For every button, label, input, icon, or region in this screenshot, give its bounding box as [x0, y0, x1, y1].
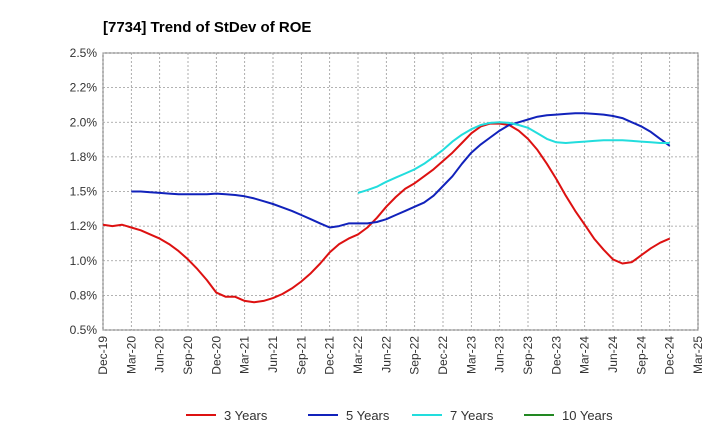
- x-tick-label: Jun-20: [153, 336, 167, 373]
- grid-lines: [102, 52, 699, 331]
- legend: 3 Years 5 Years 7 Years 10 Years: [186, 408, 613, 423]
- x-tick-label: Jun-22: [379, 336, 393, 373]
- x-tick-label: Sep-20: [181, 336, 195, 375]
- x-tick-label: Sep-21: [294, 336, 308, 375]
- x-tick-label: Dec-24: [663, 336, 677, 375]
- x-tick-label: Sep-23: [521, 336, 535, 375]
- series-line-3-years: [102, 122, 671, 304]
- series-line-5-years: [131, 112, 671, 229]
- y-tick-label: 1.5%: [70, 185, 98, 199]
- legend-label: 5 Years: [346, 408, 390, 423]
- x-tick-label: Mar-25: [691, 336, 705, 374]
- y-tick-label: 0.5%: [70, 323, 98, 337]
- legend-label: 10 Years: [562, 408, 613, 423]
- x-tick-label: Dec-20: [209, 336, 223, 375]
- x-axis: Dec-19 Mar-20 Jun-20 Sep-20 Dec-20 Mar-21 Jun-…: [96, 336, 705, 375]
- x-tick-label: Mar-21: [238, 336, 252, 374]
- x-tick-label: Dec-23: [549, 336, 563, 375]
- x-tick-label: Sep-24: [634, 336, 648, 375]
- y-axis: 0.5% 0.8% 1.0% 1.2% 1.5% 1.8% 2.0% 2.2% 2.5%: [70, 46, 98, 337]
- x-tick-label: Dec-22: [436, 336, 450, 375]
- y-tick-label: 0.8%: [70, 288, 98, 302]
- series-line-7-years: [357, 121, 670, 194]
- y-tick-label: 1.8%: [70, 150, 98, 164]
- legend-label: 7 Years: [450, 408, 494, 423]
- x-tick-label: Jun-23: [493, 336, 507, 373]
- series-lines: [102, 112, 671, 304]
- y-tick-label: 2.2%: [70, 81, 98, 95]
- x-tick-label: Mar-24: [578, 336, 592, 374]
- chart-title: [7734] Trend of StDev of ROE: [103, 19, 311, 36]
- x-tick-label: Dec-19: [96, 336, 110, 375]
- x-tick-label: Sep-22: [408, 336, 422, 375]
- legend-label: 3 Years: [224, 408, 268, 423]
- y-tick-label: 1.0%: [70, 254, 98, 268]
- y-tick-label: 2.5%: [70, 46, 98, 60]
- x-tick-label: Mar-23: [464, 336, 478, 374]
- y-tick-label: 2.0%: [70, 115, 98, 129]
- y-tick-label: 1.2%: [70, 219, 98, 233]
- x-tick-label: Mar-20: [124, 336, 138, 374]
- x-tick-label: Mar-22: [351, 336, 365, 374]
- x-tick-label: Jun-21: [266, 336, 280, 373]
- x-tick-label: Jun-24: [606, 336, 620, 373]
- x-tick-label: Dec-21: [323, 336, 337, 375]
